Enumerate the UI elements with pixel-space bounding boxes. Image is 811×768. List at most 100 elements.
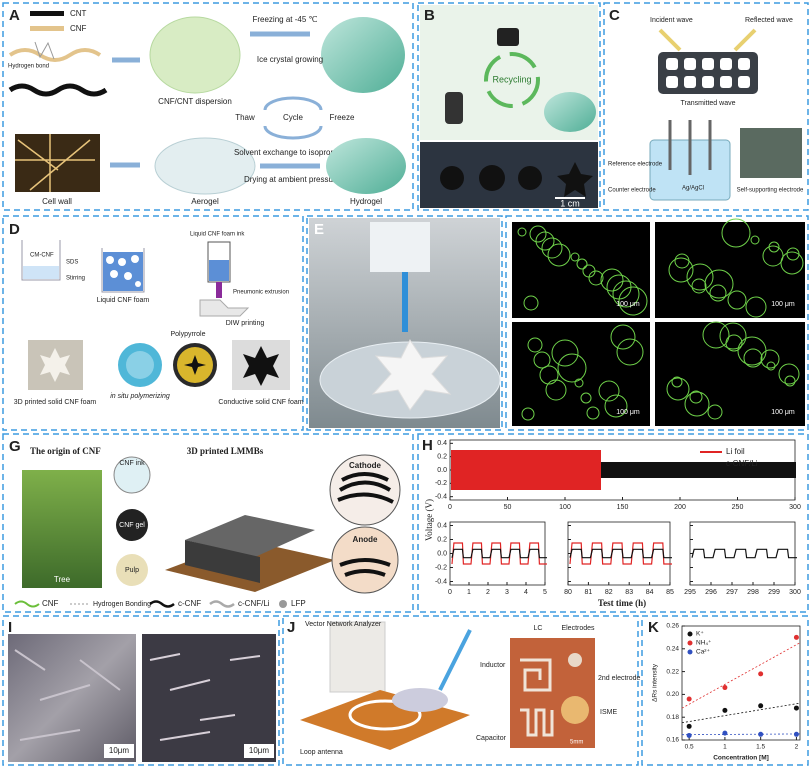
caption: Transmitted wave [681, 100, 736, 107]
bubble [618, 286, 648, 316]
point [686, 732, 692, 738]
caption: Anode [353, 535, 378, 544]
caption: Recycling [492, 74, 531, 84]
caption: The origin of CNF [30, 446, 101, 456]
x-tick-label: 0.5 [685, 744, 694, 751]
legend-swatch [687, 640, 693, 646]
caption: Thaw [235, 113, 255, 122]
x-tick-label: 295 [684, 589, 696, 596]
bubble [616, 338, 644, 366]
x-tick-label: 80 [564, 589, 572, 596]
bubble [586, 406, 600, 420]
caption: LC [534, 625, 543, 632]
x-tick-label: 0 [448, 504, 452, 511]
bubble [539, 365, 559, 385]
point [758, 703, 764, 709]
y-tick-label: 0.22 [666, 668, 679, 675]
legend-text: CNT [70, 9, 87, 18]
caption: CM-CNF [30, 253, 54, 259]
x-tick-label: 1 [723, 744, 727, 751]
scale-label: 5mm [570, 740, 583, 746]
bubble [598, 380, 620, 402]
plot-frame [689, 521, 796, 586]
bubble [709, 284, 727, 302]
legend-swatch [687, 649, 693, 655]
x-tick-label: 200 [674, 504, 686, 511]
axis-title: Voltage (V) [424, 499, 434, 541]
bubble [582, 264, 596, 278]
bubble [521, 407, 535, 421]
micrograph [655, 222, 805, 318]
bubble [671, 376, 683, 388]
scale-label: 100 μm [616, 301, 640, 308]
caption: Ag/AgCl [682, 186, 704, 192]
x-tick-label: 3 [505, 589, 509, 596]
legend-text: K⁺ [696, 631, 704, 638]
caption: CNF ink [119, 460, 145, 467]
trend-line [681, 733, 801, 736]
trend-line [681, 642, 801, 709]
bubble [719, 322, 747, 350]
point [793, 634, 799, 640]
caption: Stirring [66, 276, 85, 282]
micrograph [512, 222, 650, 318]
x-tick-label: 4 [524, 589, 528, 596]
caption: Reflected wave [745, 17, 793, 24]
caption: Freezing at -45 ℃ [252, 15, 317, 24]
y-tick-label: 0.18 [666, 714, 679, 721]
panel-d: D CM-CNF SDS Stirring Liquid CNF foam Li… [9, 221, 304, 406]
caption: Incident wave [650, 17, 693, 24]
caption: Aerogel [191, 197, 219, 206]
x-tick-label: 298 [747, 589, 759, 596]
bubble [533, 351, 551, 369]
bubble [704, 269, 734, 299]
panel-label: G [9, 438, 21, 455]
caption: Ice crystal growing [257, 55, 323, 64]
bubble [780, 251, 804, 275]
y-tick-label: 0.0 [437, 467, 447, 474]
caption: Inductor [480, 662, 506, 669]
point [758, 731, 764, 737]
caption: 3D printed LMMBs [187, 446, 264, 456]
bubble [535, 231, 555, 251]
caption: Liquid CNF foam ink [190, 232, 245, 238]
y-tick-label: 0.2 [437, 454, 447, 461]
voltage-trace [451, 542, 547, 565]
bubble [610, 324, 636, 350]
caption: Polypyrrole [170, 331, 205, 338]
panel-label: H [422, 437, 433, 454]
x-tick-label: 1 [467, 589, 471, 596]
bubble [702, 321, 730, 349]
caption: Drying at ambient pressure [244, 175, 341, 184]
x-tick-label: 300 [789, 504, 801, 511]
axis-title: Concentration [M] [713, 755, 769, 762]
bubble [600, 268, 624, 292]
y-tick-label: -0.4 [435, 494, 447, 501]
y-tick-label: 0.4 [437, 440, 447, 447]
caption: Liquid CNF foam [97, 297, 150, 304]
legend-text: NH₄⁺ [696, 640, 712, 647]
y-tick-label: 0.24 [666, 646, 679, 653]
caption: CNF gel [119, 522, 145, 529]
bubble [527, 337, 543, 353]
y-tick-label: -0.2 [435, 480, 447, 487]
bubble [691, 278, 707, 294]
panel-b: B Recycling 1 cm [420, 5, 598, 208]
bubble [576, 258, 588, 270]
panel-label: I [8, 619, 12, 636]
caption: Loop antenna [300, 749, 343, 756]
panel-label: A [9, 7, 20, 24]
bubble [725, 334, 743, 352]
voltage-trace [691, 548, 797, 559]
caption: DIW printing [226, 320, 265, 327]
bubble [760, 349, 780, 369]
x-tick-label: 0 [448, 589, 452, 596]
bubble [727, 290, 747, 310]
bubble [580, 392, 592, 404]
caption: Electrodes [561, 625, 595, 632]
x-tick-label: 50 [504, 504, 512, 511]
legend-text: Li foil [726, 447, 745, 456]
caption: Cycle [283, 113, 304, 122]
caption: Freeze [330, 113, 355, 122]
